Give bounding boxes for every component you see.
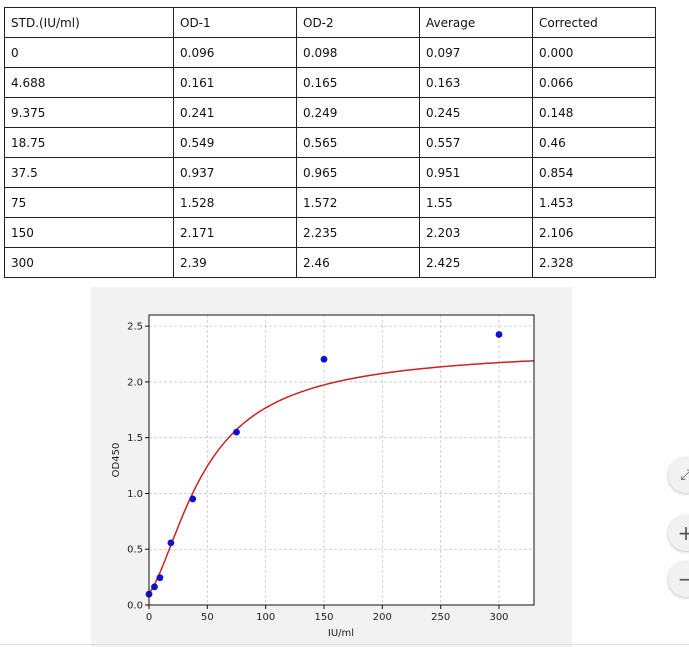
data-point bbox=[233, 428, 240, 436]
x-axis-ticks: 0 50 100 150 200 250 300 bbox=[146, 605, 509, 623]
cell-od2: 0.965 bbox=[296, 157, 420, 188]
table-row: 300 2.39 2.46 2.425 2.328 bbox=[4, 247, 656, 278]
cell-std: 0 bbox=[4, 37, 174, 68]
fit-curve-line bbox=[148, 359, 535, 595]
cell-std: 9.375 bbox=[4, 97, 174, 128]
cell-od1: 0.937 bbox=[173, 157, 297, 188]
cell-average: 0.163 bbox=[419, 67, 533, 98]
cell-corrected: 0.46 bbox=[532, 127, 656, 158]
cell-average: 0.951 bbox=[419, 157, 533, 188]
x-tick-label: 150 bbox=[314, 612, 333, 623]
y-tick-label: 2.5 bbox=[127, 322, 143, 333]
grid-lines bbox=[148, 315, 534, 606]
header-average: Average bbox=[419, 7, 533, 38]
zoom-out-button[interactable]: − bbox=[668, 561, 689, 597]
plot-area bbox=[149, 315, 534, 605]
standard-curve-chart: 0 50 100 150 200 250 300 0.0 0.5 1.0 1.5 2.0 2.5 IU… bbox=[91, 287, 572, 647]
cell-std: 300 bbox=[4, 247, 174, 278]
cell-corrected: 1.453 bbox=[532, 187, 656, 218]
x-tick-label: 100 bbox=[256, 612, 275, 623]
cell-average: 2.203 bbox=[419, 217, 533, 248]
table-row: 18.75 0.549 0.565 0.557 0.46 bbox=[4, 127, 656, 158]
cell-corrected: 0.148 bbox=[532, 97, 656, 128]
y-axis-ticks: 0.0 0.5 1.0 1.5 2.0 2.5 bbox=[127, 322, 149, 612]
cell-od1: 2.39 bbox=[173, 247, 297, 278]
data-point bbox=[495, 331, 503, 338]
cell-od1: 2.171 bbox=[173, 217, 297, 248]
zoom-in-button[interactable]: + bbox=[668, 515, 689, 551]
expand-button[interactable]: ⤢ bbox=[668, 457, 689, 493]
standards-table: STD.(IU/ml) OD-1 OD-2 Average Corrected … bbox=[4, 7, 656, 278]
table-row: 37.5 0.937 0.965 0.951 0.854 bbox=[4, 157, 656, 188]
cell-od1: 0.161 bbox=[173, 67, 297, 98]
table-row: 0 0.096 0.098 0.097 0.000 bbox=[4, 37, 656, 68]
cell-corrected: 2.328 bbox=[532, 247, 656, 278]
cell-std: 18.75 bbox=[4, 127, 174, 158]
header-od2: OD-2 bbox=[296, 7, 420, 38]
fit-curve-layer bbox=[148, 359, 535, 595]
data-point bbox=[167, 539, 175, 547]
table-header-row: STD.(IU/ml) OD-1 OD-2 Average Corrected bbox=[4, 7, 656, 38]
cell-std: 150 bbox=[4, 217, 174, 248]
table-row: 150 2.171 2.235 2.203 2.106 bbox=[4, 217, 656, 248]
table-row: 4.688 0.161 0.165 0.163 0.066 bbox=[4, 67, 656, 98]
cell-average: 0.557 bbox=[419, 127, 533, 158]
data-point bbox=[320, 355, 328, 363]
cell-od2: 0.249 bbox=[296, 97, 420, 128]
cell-average: 0.245 bbox=[419, 97, 533, 128]
cell-od2: 0.565 bbox=[296, 127, 420, 158]
cell-average: 2.425 bbox=[419, 247, 533, 278]
x-tick-label: 250 bbox=[431, 612, 450, 623]
x-tick-label: 0 bbox=[146, 612, 152, 623]
standards-table-container: STD.(IU/ml) OD-1 OD-2 Average Corrected … bbox=[4, 7, 656, 278]
y-tick-label: 1.5 bbox=[127, 433, 143, 444]
cell-corrected: 0.000 bbox=[532, 37, 656, 68]
y-tick-label: 2.0 bbox=[127, 377, 143, 388]
cell-corrected: 2.106 bbox=[532, 217, 656, 248]
plus-icon: + bbox=[677, 521, 689, 545]
cell-average: 1.55 bbox=[419, 187, 533, 218]
cell-average: 0.097 bbox=[419, 37, 533, 68]
bottom-divider bbox=[0, 644, 689, 645]
cell-od2: 2.46 bbox=[296, 247, 420, 278]
x-tick-label: 50 bbox=[201, 612, 214, 623]
x-axis-label: IU/ml bbox=[328, 628, 354, 639]
cell-od2: 1.572 bbox=[296, 187, 420, 218]
cell-od1: 0.549 bbox=[173, 127, 297, 158]
y-tick-label: 0.0 bbox=[127, 601, 143, 612]
x-tick-label: 300 bbox=[489, 612, 508, 623]
y-tick-label: 1.0 bbox=[127, 489, 143, 500]
minus-icon: − bbox=[677, 567, 689, 591]
y-axis-label: OD450 bbox=[111, 443, 122, 478]
standard-curve-panel: 0 50 100 150 200 250 300 0.0 0.5 1.0 1.5 2.0 2.5 IU… bbox=[91, 287, 572, 647]
cell-od2: 0.165 bbox=[296, 67, 420, 98]
header-corrected: Corrected bbox=[532, 7, 656, 38]
cell-od1: 0.096 bbox=[173, 37, 297, 68]
x-tick-label: 200 bbox=[373, 612, 392, 623]
header-od1: OD-1 bbox=[173, 7, 297, 38]
data-point bbox=[189, 495, 197, 503]
cell-corrected: 0.066 bbox=[532, 67, 656, 98]
table-row: 9.375 0.241 0.249 0.245 0.148 bbox=[4, 97, 656, 128]
cell-od1: 1.528 bbox=[173, 187, 297, 218]
plot-frame bbox=[148, 314, 535, 606]
data-point bbox=[151, 583, 158, 591]
cell-od2: 2.235 bbox=[296, 217, 420, 248]
cell-std: 75 bbox=[4, 187, 174, 218]
y-tick-label: 0.5 bbox=[127, 545, 143, 556]
header-std: STD.(IU/ml) bbox=[4, 7, 174, 38]
cell-std: 37.5 bbox=[4, 157, 174, 188]
cell-od1: 0.241 bbox=[173, 97, 297, 128]
cell-std: 4.688 bbox=[4, 67, 174, 98]
table-row: 75 1.528 1.572 1.55 1.453 bbox=[4, 187, 656, 218]
data-point bbox=[156, 574, 164, 582]
expand-icon: ⤢ bbox=[680, 467, 689, 483]
cell-od2: 0.098 bbox=[296, 37, 420, 68]
cell-corrected: 0.854 bbox=[532, 157, 656, 188]
